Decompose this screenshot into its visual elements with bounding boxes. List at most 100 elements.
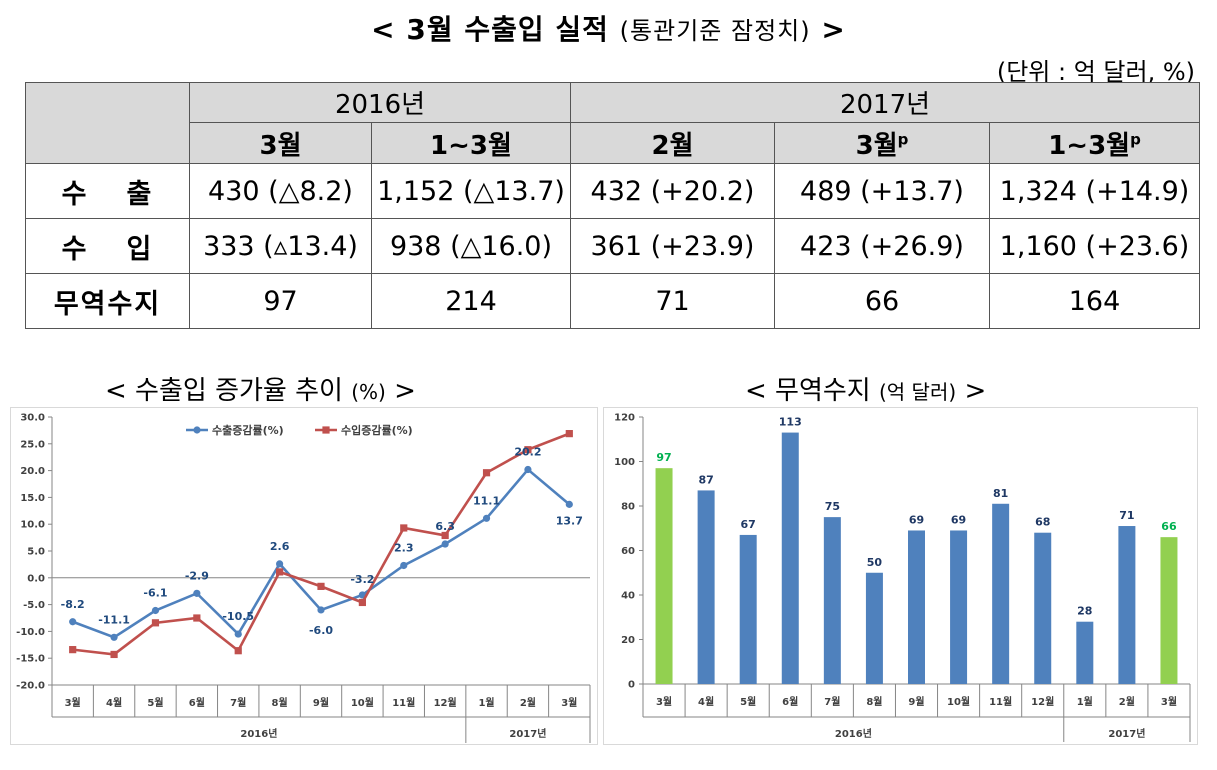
data-label: 75 — [825, 500, 840, 513]
import-point — [193, 614, 201, 622]
col-header-3: 3월p — [774, 122, 990, 164]
data-label: -2.9 — [185, 569, 209, 582]
chart-frame — [603, 407, 1198, 745]
row-label: 무역수지 — [25, 273, 190, 329]
col-header-label: 1~3월 — [1048, 130, 1131, 161]
x-tick-label: 3월 — [561, 697, 577, 709]
x-tick-label: 3월 — [656, 696, 672, 708]
export-point — [482, 514, 491, 522]
data-label: 87 — [698, 473, 713, 486]
y-tick-label: 15.0 — [20, 493, 45, 504]
table-cell: 430 (△8.2) — [189, 163, 372, 219]
main-title-subtext: (통관기준 잠정치) — [619, 17, 811, 45]
export-point — [400, 561, 408, 570]
data-label: 66 — [1161, 520, 1177, 533]
data-label: -10.5 — [222, 610, 254, 623]
table-cell: 423 (+26.9) — [774, 218, 990, 274]
x-tick-label: 12월 — [1031, 696, 1054, 708]
x-tick-label: 6월 — [189, 697, 205, 709]
y-tick-label: 25.0 — [20, 439, 45, 450]
x-tick-label: 3월 — [1161, 696, 1177, 708]
table-row-balance: 무역수지 97 214 71 66 164 — [25, 273, 1201, 329]
import-point — [565, 430, 573, 438]
unit-label: (단위 : 억 달러, %) — [996, 58, 1195, 86]
row-label-a: 수 — [61, 178, 89, 210]
data-label: 113 — [779, 416, 802, 429]
bar — [992, 503, 1010, 684]
bar — [655, 468, 673, 684]
y-tick-label: 40 — [621, 591, 635, 602]
main-title-text: < 3월 수출입 실적 — [371, 13, 609, 46]
import-point — [400, 524, 408, 532]
x-tick-label: 11월 — [989, 696, 1012, 708]
data-label: 67 — [741, 518, 756, 531]
export-point — [193, 589, 201, 597]
trade-balance-bar-chart: 0 20 40 60 80 100 120 97 3월 87 4월 67 5월 113 6월 75 7월 50 8월… — [603, 407, 1198, 745]
y-tick-label: -5.0 — [23, 600, 45, 611]
data-label: 20.2 — [514, 446, 541, 459]
y-tick-label: 80 — [621, 502, 635, 513]
x-tick-label: 10월 — [947, 696, 970, 708]
table-cell: 432 (+20.2) — [570, 163, 775, 219]
col-header-sup: p — [897, 129, 909, 148]
table-cell: 214 — [371, 273, 571, 329]
data-label: 2.3 — [394, 541, 414, 554]
data-label: 13.7 — [556, 514, 583, 527]
import-point — [110, 650, 118, 659]
import-point — [276, 568, 284, 576]
data-label: 69 — [951, 513, 966, 526]
bar — [697, 490, 715, 684]
x-tick-label: 3월 — [65, 697, 81, 709]
x-tick-label: 1월 — [1077, 696, 1093, 708]
legend-marker — [193, 426, 201, 434]
data-label: 68 — [1035, 516, 1050, 529]
col-header-sup: p — [1130, 129, 1141, 148]
export-point — [276, 560, 284, 568]
y-tick-label: 30.0 — [20, 413, 45, 424]
bar — [781, 432, 799, 684]
x-tick-label: 5월 — [147, 697, 163, 709]
table-header-months: 3월 1~3월 2월 3월p 1~3월p — [26, 122, 1201, 164]
export-point — [565, 500, 573, 508]
table-cell: 938 (△16.0) — [371, 218, 571, 274]
col-header-0: 3월 — [189, 122, 372, 164]
data-label: 11.1 — [473, 494, 500, 507]
col-header-label: 2월 — [651, 130, 694, 161]
col-header-2: 2월 — [570, 122, 775, 164]
growth-chart-title-end: > — [394, 376, 416, 406]
x-tick-label: 8월 — [272, 697, 288, 709]
data-label: -6.1 — [143, 586, 167, 599]
export-point — [151, 606, 160, 615]
col-header-label: 3월 — [855, 130, 898, 161]
y-tick-label: -15.0 — [16, 654, 45, 665]
import-point — [441, 531, 449, 540]
table-cell: 1,160 (+23.6) — [988, 218, 1201, 274]
legend-marker — [322, 426, 330, 434]
y-tick-label: -20.0 — [16, 681, 45, 692]
export-point — [69, 618, 77, 626]
table-header-years: 2016년 2017년 — [25, 82, 1201, 164]
y-tick-label: -10.0 — [16, 627, 45, 638]
legend-item-0: 수출증감률(%) — [186, 423, 284, 437]
data-label: 2.6 — [270, 540, 290, 553]
y-tick-label: 5.0 — [27, 547, 45, 558]
bar — [908, 530, 925, 684]
x-tick-label: 7월 — [824, 696, 840, 708]
y-tick-label: 100 — [614, 457, 635, 468]
export-point — [110, 633, 118, 641]
data-label: -8.2 — [61, 598, 85, 611]
export-point — [441, 540, 449, 548]
table-cell: 333 (▵13.4) — [189, 218, 372, 274]
x-tick-label: 1월 — [478, 697, 494, 709]
balance-chart-title-unit: (억 달러) — [879, 380, 957, 404]
row-label-a: 수 — [61, 233, 89, 265]
data-label: 50 — [867, 556, 883, 569]
table-cell: 66 — [774, 273, 990, 329]
x-tick-label: 8월 — [866, 696, 882, 708]
x-group-label: 2017년 — [1108, 727, 1145, 740]
import-point — [151, 619, 160, 627]
x-group-label: 2017년 — [509, 727, 546, 740]
col-header-4: 1~3월p — [988, 122, 1201, 164]
y-tick-label: 60 — [621, 546, 635, 557]
